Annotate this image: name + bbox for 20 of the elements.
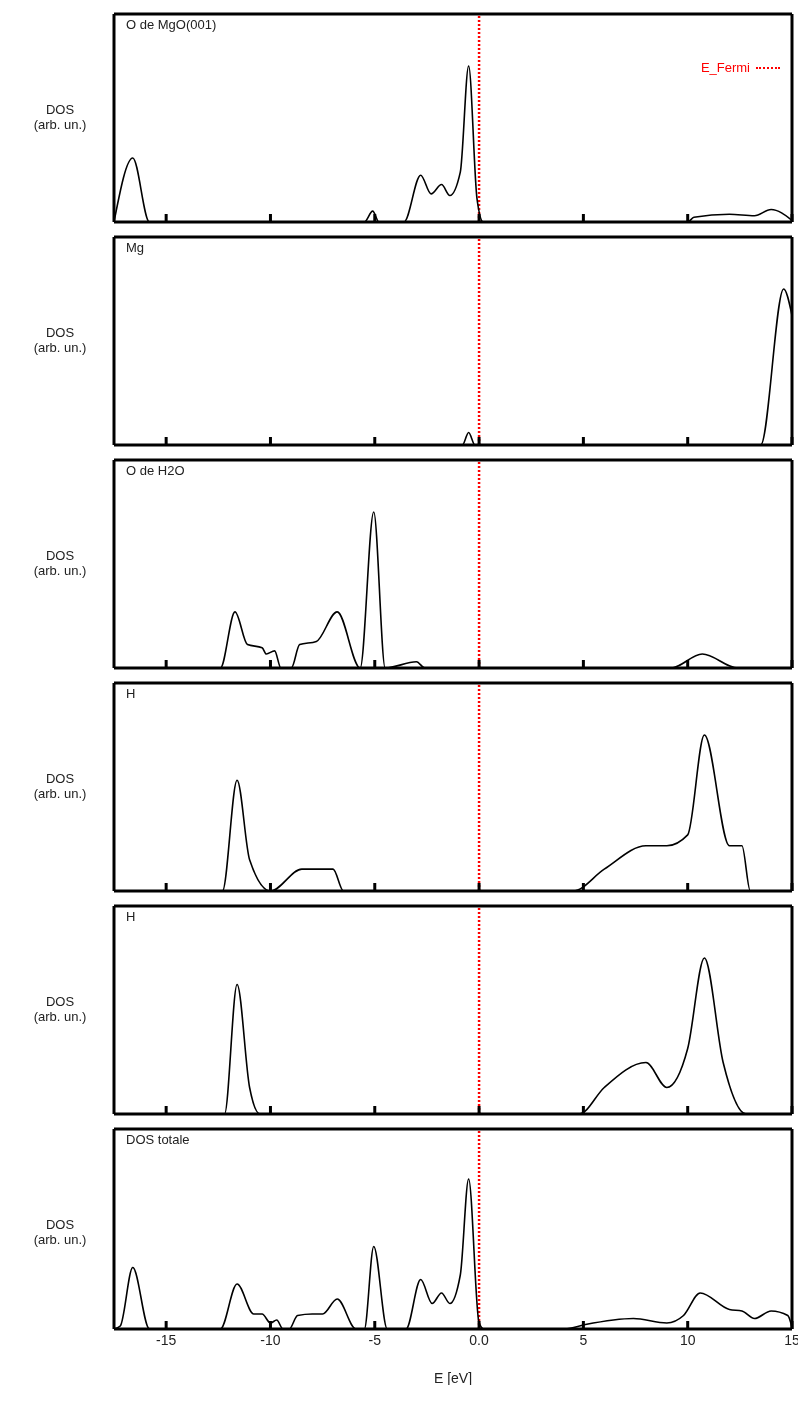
y-axis-title: DOS (arb. un.): [33, 548, 87, 578]
y-axis-title: DOS (arb. un.): [33, 1217, 87, 1247]
ref-line-label: E_Fermi: [700, 60, 750, 75]
x-tick-label: -5: [368, 1331, 382, 1348]
chart-title: O de H2O: [126, 463, 185, 478]
y-axis-title: DOS (arb. un.): [33, 102, 87, 132]
chart-title: O de MgO(001): [126, 17, 217, 32]
x-tick-label: 10: [679, 1331, 696, 1348]
y-axis-title: DOS (arb. un.): [33, 325, 87, 355]
x-tick-label: -15: [156, 1331, 177, 1348]
chart-title: H: [126, 686, 136, 701]
x-axis-title: E [eV]: [433, 1370, 473, 1386]
x-tick-label: -10: [260, 1331, 281, 1348]
y-axis-title: DOS (arb. un.): [33, 771, 87, 801]
chart-title: H: [126, 909, 136, 924]
x-tick-label: 5: [579, 1331, 588, 1348]
x-tick-label: 0.0: [469, 1331, 490, 1348]
y-axis-title: DOS (arb. un.): [33, 994, 87, 1024]
chart-title: DOS totale: [126, 1132, 190, 1147]
chart-title: Mg: [126, 240, 145, 255]
